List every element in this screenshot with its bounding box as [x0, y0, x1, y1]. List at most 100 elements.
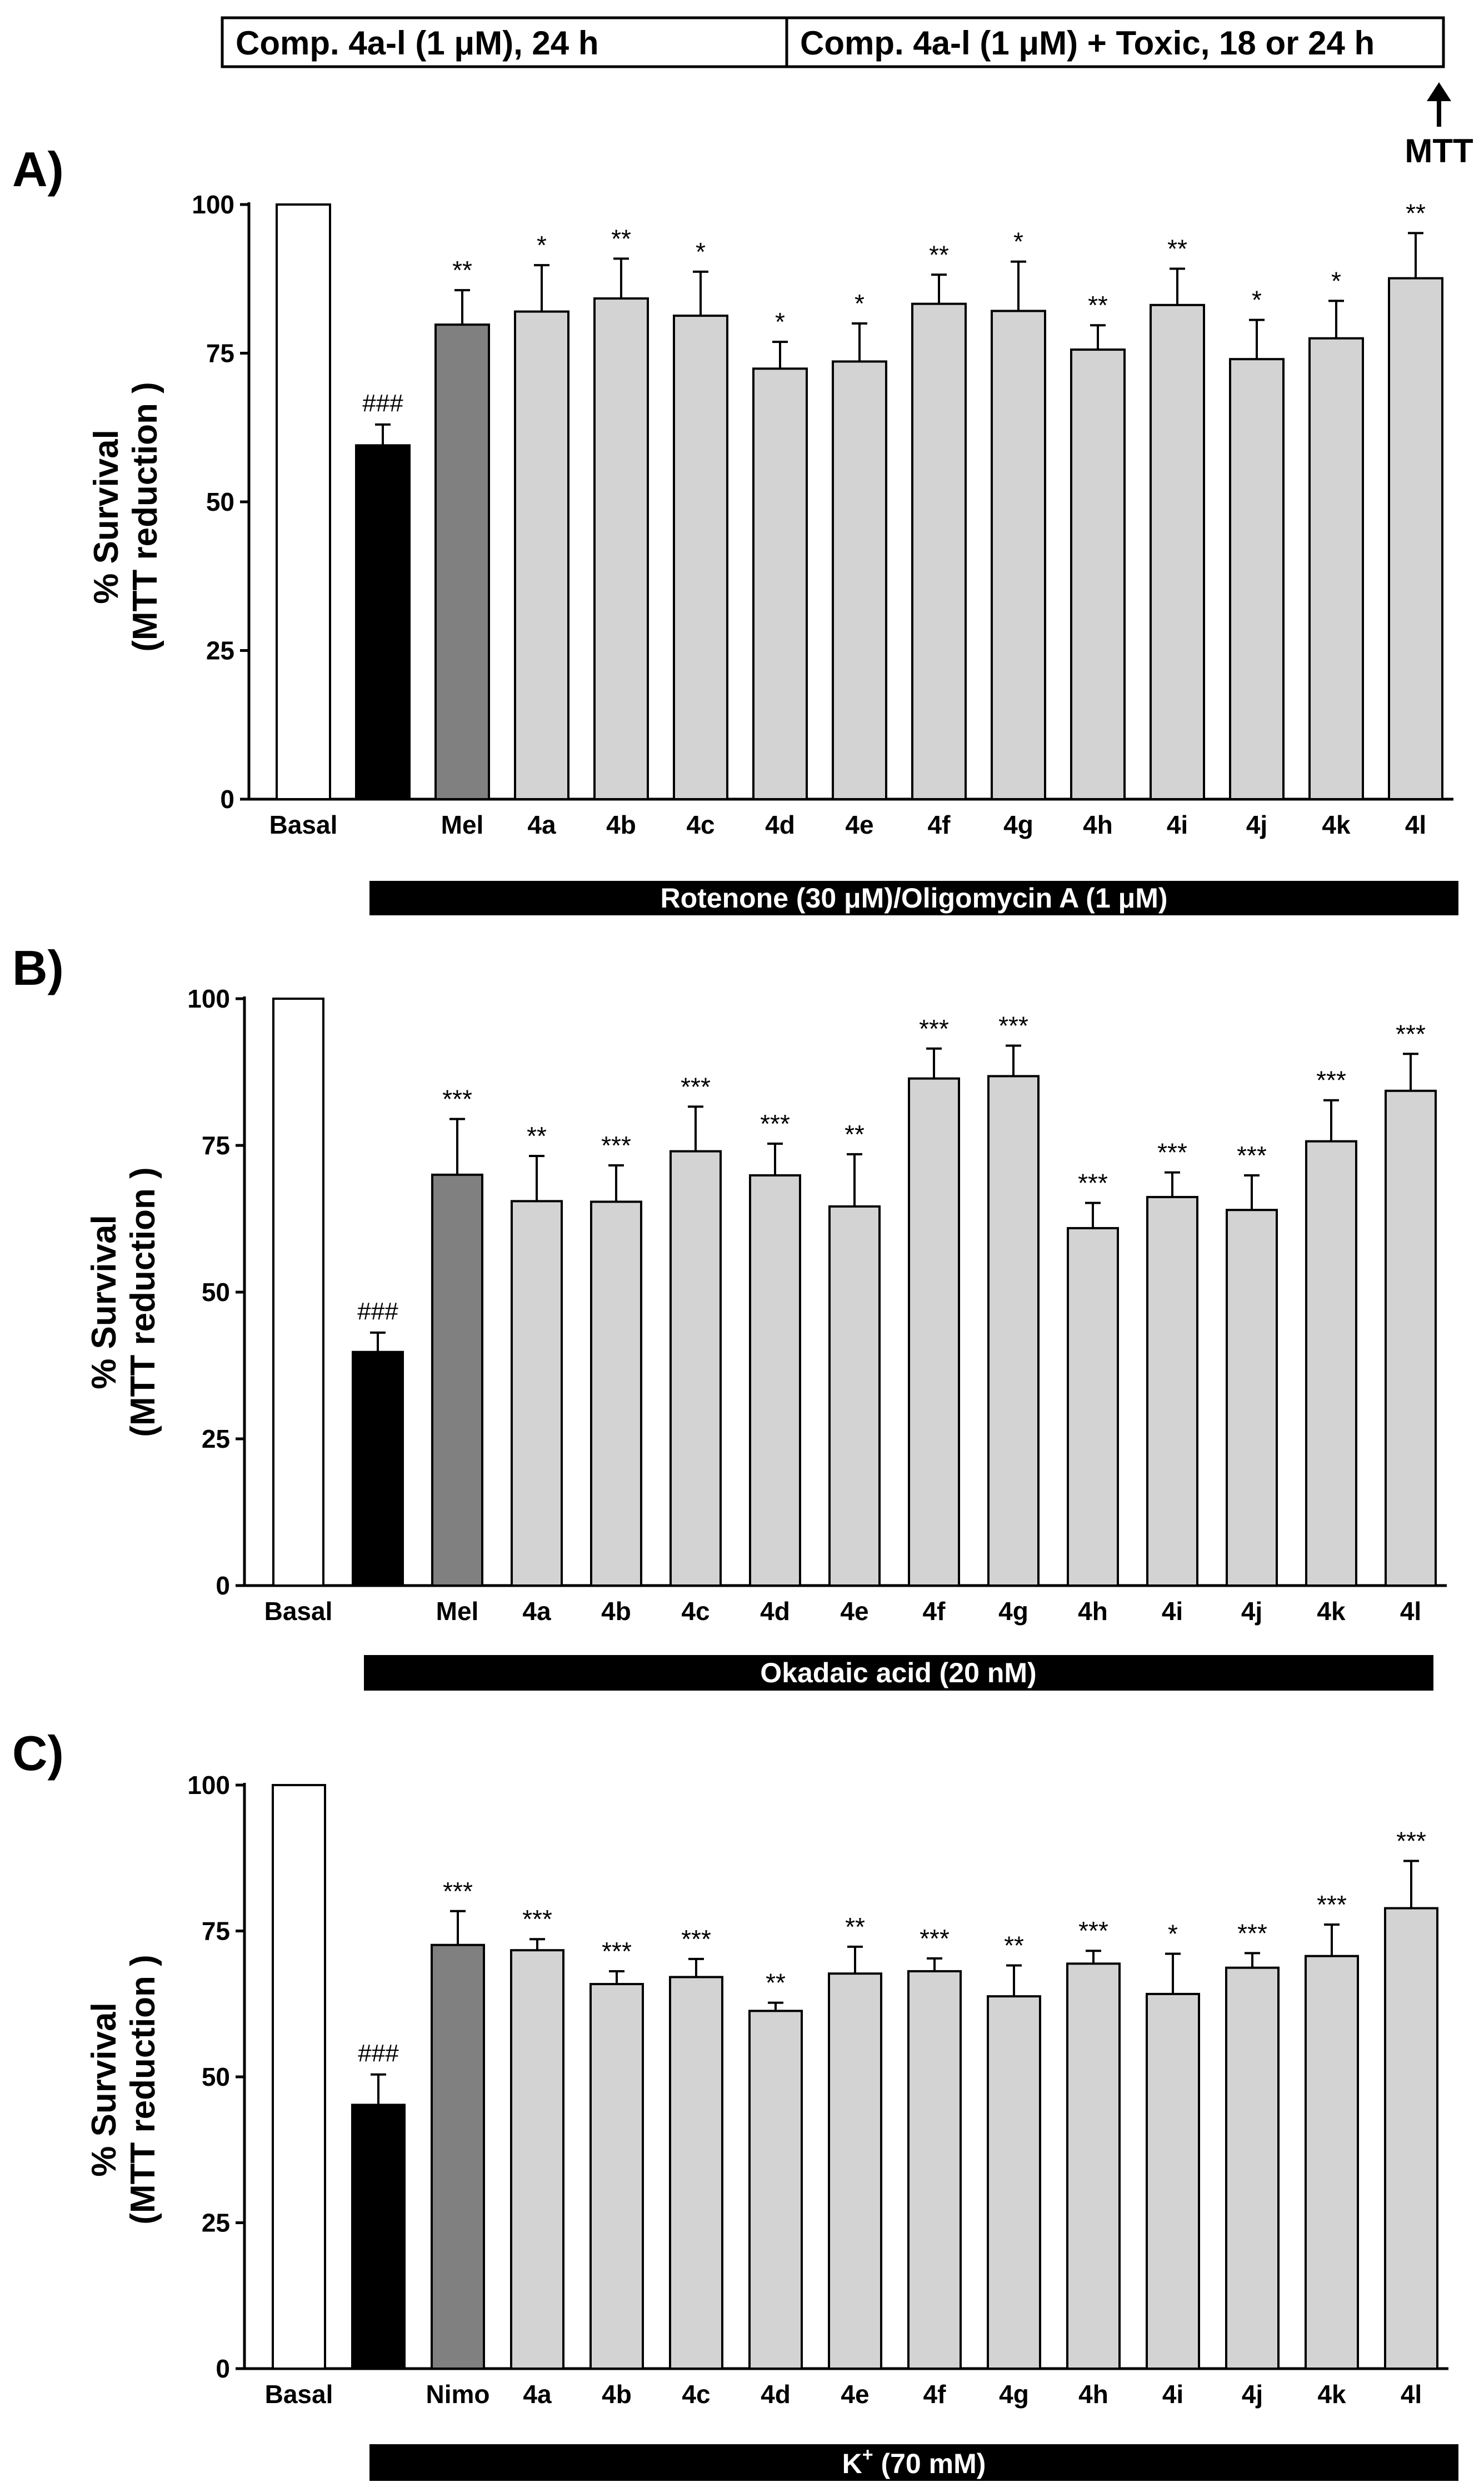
- panel-b: B) % Survival (MTT reduction ) Okadaic a…: [12, 940, 1447, 1691]
- panel-c-significance-label: ***: [522, 1905, 552, 1933]
- panel-b-hash-label: ###: [357, 1298, 398, 1325]
- panel-c-x-tick-label: 4d: [761, 2380, 791, 2409]
- mtt-arrow-icon: [1427, 82, 1451, 101]
- panel-a-bar: [276, 203, 331, 800]
- panel-b-bar: [431, 1173, 483, 1587]
- protocol-label-left: Comp. 4a-l (1 μM), 24 h: [236, 24, 598, 62]
- panel-b-y-tick-label: 75: [202, 1131, 230, 1160]
- panel-c-bar: [748, 2010, 803, 2370]
- panel-c-bar: [987, 1995, 1041, 2370]
- panel-a-significance-label: **: [1088, 291, 1108, 320]
- panel-c-y-tick-label: 75: [202, 1917, 230, 1946]
- panel-a-ylabel-line2: (MTT reduction ): [126, 382, 164, 652]
- panel-b-x-tick-label: Basal: [264, 1597, 333, 1626]
- panel-c-ylabel-line2: (MTT reduction ): [124, 1955, 162, 2225]
- protocol-label-right: Comp. 4a-l (1 μM) + Toxic, 18 or 24 h: [800, 24, 1375, 62]
- panel-b-x-tick-label: 4e: [840, 1597, 868, 1626]
- panel-c-bar: [431, 1943, 485, 2370]
- panel-a-x-tick-label: Mel: [441, 810, 484, 839]
- panel-b-significance-label: ***: [1316, 1066, 1346, 1095]
- panel-b-y-tick-label: 25: [202, 1424, 230, 1453]
- panel-b-significance-label: **: [845, 1120, 865, 1149]
- panel-b-significance-label: ***: [601, 1131, 631, 1160]
- panel-b-x-tick-label: 4b: [601, 1597, 631, 1626]
- panel-a-y-tick-label: 0: [220, 785, 234, 814]
- panel-b-ylabel-line1: % Survival: [85, 1215, 123, 1389]
- panel-b-significance-label: ***: [760, 1109, 790, 1138]
- panel-c-toxic-label-tail: (70 mM): [873, 2448, 986, 2479]
- panel-b-bar: [828, 1205, 881, 1587]
- panel-a-significance-label: **: [1167, 235, 1187, 263]
- panel-a-x-tick-label: 4a: [527, 810, 556, 839]
- panel-b-bar: [987, 1075, 1040, 1587]
- panel-c-x-tick-label: 4e: [841, 2380, 869, 2409]
- panel-a-bar: [514, 310, 569, 800]
- panel-b-y-tick-label: 50: [202, 1278, 230, 1307]
- panel-c-significance-label: ***: [443, 1877, 473, 1906]
- panel-b-bar: [272, 998, 324, 1587]
- panel-a-x-tick-label: 4f: [928, 810, 951, 839]
- panel-a-x-tick-label: 4g: [1003, 810, 1033, 839]
- panel-a-bar: [1308, 337, 1364, 800]
- panel-b-significance-label: ***: [1396, 1019, 1426, 1048]
- panel-a-significance-label: **: [1406, 198, 1426, 227]
- panel-c-significance-label: *: [1168, 1919, 1178, 1948]
- panel-a-bar: [991, 310, 1046, 800]
- panel-c-x-tick-label: 4j: [1242, 2380, 1263, 2409]
- panel-a-toxic-bar: [369, 881, 1458, 915]
- panel-b-significance-label: ***: [998, 1011, 1028, 1040]
- panel-a-bar: [593, 297, 649, 800]
- panel-c-significance-label: ***: [1237, 1918, 1267, 1947]
- panel-c-significance-label: **: [1004, 1931, 1024, 1960]
- panel-c-bar: [1384, 1907, 1438, 2370]
- panel-c-toxic-label-sup: +: [862, 2444, 873, 2465]
- panel-a-significance-label: *: [1252, 286, 1262, 315]
- panel-a-significance-label: *: [1331, 266, 1341, 295]
- panel-c-significance-label: **: [766, 1968, 786, 1997]
- panel-b-toxic-label: Okadaic acid (20 nM): [760, 1657, 1036, 1688]
- panel-c-x-tick-label: 4k: [1317, 2380, 1346, 2409]
- panel-c-x-tick-label: 4g: [999, 2380, 1029, 2409]
- panel-b-significance-label: **: [527, 1122, 547, 1150]
- panel-c-bar: [510, 1949, 564, 2370]
- panel-b-bar: [1146, 1195, 1198, 1587]
- panel-a-bar: [1388, 277, 1443, 800]
- panel-c-significance-label: ***: [602, 1937, 632, 1966]
- panel-b-bar: [352, 1350, 404, 1587]
- panel-c-significance-label: **: [845, 1912, 865, 1941]
- panel-a-bar: [832, 360, 887, 800]
- panel-b-bar: [908, 1077, 960, 1587]
- panel-b-bar: [590, 1200, 642, 1587]
- panel-b-ylabel-line2: (MTT reduction ): [124, 1167, 162, 1437]
- panel-c-significance-label: ***: [920, 1924, 950, 1953]
- panel-a-hash-label: ###: [362, 390, 403, 417]
- panel-c-x-tick-label: Nimo: [426, 2380, 490, 2409]
- panel-c-bar: [351, 2104, 406, 2370]
- panel-c-toxic-label: K+ (70 mM): [842, 2444, 986, 2479]
- panel-b-bar: [1226, 1209, 1278, 1587]
- panel-a: A) % Survival (MTT reduction ) Rotenone …: [12, 142, 1458, 915]
- panel-b-y-tick-label: 0: [216, 1571, 230, 1600]
- panel-c-x-tick-label: 4f: [923, 2380, 947, 2409]
- panel-a-x-tick-label: 4i: [1167, 810, 1188, 839]
- panel-a-x-tick-label: 4j: [1246, 810, 1267, 839]
- panel-c-significance-label: ***: [1078, 1916, 1108, 1945]
- panel-c-y-tick-label: 50: [202, 2062, 230, 2091]
- panel-a-x-tick-label: 4b: [606, 810, 636, 839]
- panel-a-bar: [434, 323, 490, 800]
- panel-c-bar: [272, 1784, 326, 2370]
- panel-a-bar: [1150, 303, 1205, 800]
- panel-a-letter: A): [12, 142, 64, 197]
- panel-c-letter: C): [12, 1726, 64, 1781]
- panel-c-y-tick-label: 100: [187, 1771, 230, 1800]
- panel-c-significance-label: ***: [1317, 1890, 1347, 1919]
- panel-c-bar: [828, 1972, 882, 2370]
- panel-c-significance-label: ***: [681, 1925, 711, 1953]
- panel-a-x-tick-label: 4c: [686, 810, 714, 839]
- panel-b-significance-label: ***: [1157, 1138, 1187, 1167]
- panel-a-significance-label: *: [775, 307, 785, 336]
- panel-b-x-tick-label: 4h: [1078, 1597, 1108, 1626]
- panel-b-bar: [511, 1200, 563, 1587]
- panel-b-bar: [1385, 1089, 1437, 1587]
- panel-a-y-tick-label: 100: [192, 190, 234, 219]
